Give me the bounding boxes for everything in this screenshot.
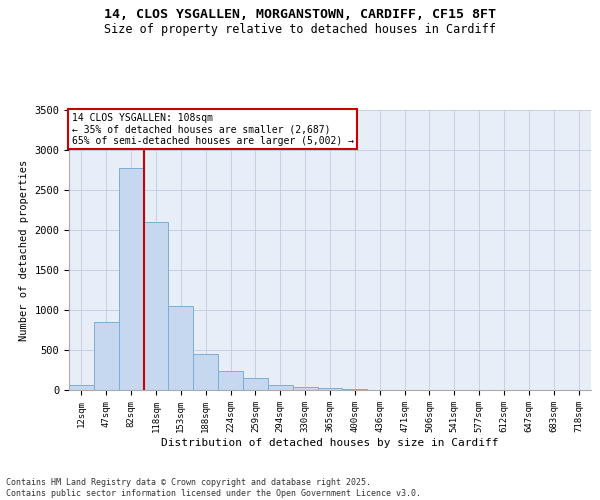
- Bar: [169, 306, 193, 390]
- Bar: [143, 222, 169, 390]
- Text: Contains HM Land Registry data © Crown copyright and database right 2025.
Contai: Contains HM Land Registry data © Crown c…: [6, 478, 421, 498]
- Bar: [218, 371, 243, 390]
- Bar: [69, 385, 94, 390]
- Bar: [243, 378, 268, 390]
- X-axis label: Distribution of detached houses by size in Cardiff: Distribution of detached houses by size …: [161, 438, 499, 448]
- Text: 14 CLOS YSGALLEN: 108sqm
← 35% of detached houses are smaller (2,687)
65% of sem: 14 CLOS YSGALLEN: 108sqm ← 35% of detach…: [71, 113, 353, 146]
- Y-axis label: Number of detached properties: Number of detached properties: [19, 160, 29, 340]
- Bar: [343, 389, 367, 390]
- Bar: [193, 354, 218, 390]
- Bar: [119, 168, 143, 390]
- Text: Size of property relative to detached houses in Cardiff: Size of property relative to detached ho…: [104, 22, 496, 36]
- Bar: [268, 385, 293, 390]
- Bar: [293, 387, 317, 390]
- Bar: [317, 388, 343, 390]
- Bar: [94, 322, 119, 390]
- Text: 14, CLOS YSGALLEN, MORGANSTOWN, CARDIFF, CF15 8FT: 14, CLOS YSGALLEN, MORGANSTOWN, CARDIFF,…: [104, 8, 496, 20]
